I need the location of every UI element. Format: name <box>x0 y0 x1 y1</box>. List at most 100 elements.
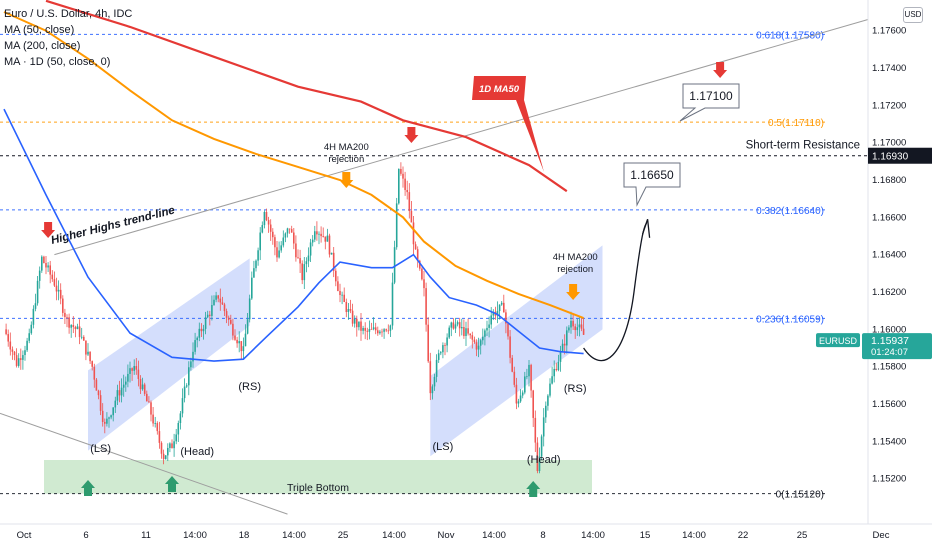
pattern-label: (Head) <box>527 454 561 466</box>
candle-body <box>513 371 516 385</box>
candle-body <box>572 320 574 327</box>
x-tick-label: 14:00 <box>382 530 406 541</box>
candle-body <box>143 384 146 394</box>
candle-body <box>97 390 100 396</box>
candle-body <box>282 237 285 246</box>
candle-body <box>68 317 70 328</box>
candle-body <box>28 333 30 341</box>
candle-body <box>211 305 213 316</box>
candle-body <box>486 327 488 331</box>
candle-body <box>530 364 532 391</box>
candle-body <box>293 232 295 244</box>
candle-body <box>372 327 375 330</box>
candle-body <box>563 343 566 346</box>
symbol-title[interactable]: Euro / U.S. Dollar, 4h, IDC <box>4 8 133 20</box>
candle-body <box>175 434 177 442</box>
pattern-label: (LS) <box>433 441 454 453</box>
candle-body <box>11 349 14 352</box>
candle-body <box>286 228 289 234</box>
ma50-1d-tag-text: 1D MA50 <box>479 84 520 95</box>
x-tick-label: 14:00 <box>581 530 605 541</box>
candle-body <box>492 311 495 316</box>
legend-ma200[interactable]: MA (200, close) <box>4 40 81 52</box>
candle-body <box>269 224 272 232</box>
ma50-1d-line <box>45 0 568 193</box>
candle-body <box>114 400 117 408</box>
candle-body <box>234 335 236 340</box>
candle-body <box>465 328 467 337</box>
candle-body <box>379 331 381 334</box>
candle-body <box>398 168 400 204</box>
candle-body <box>364 327 366 331</box>
candle-body <box>225 311 228 318</box>
candle-body <box>198 328 201 338</box>
support-zone <box>44 460 592 494</box>
pattern-label: (Head) <box>180 446 214 458</box>
candle-body <box>406 190 408 193</box>
fib-label: 0.5(1.17110) <box>768 118 824 129</box>
candle-body <box>454 324 457 329</box>
candle-body <box>330 252 333 255</box>
candle-body <box>578 324 581 328</box>
candle-body <box>76 326 79 330</box>
candle-body <box>87 351 89 355</box>
candle-body <box>387 330 390 332</box>
candle-body <box>43 256 45 264</box>
candle-body <box>410 211 413 223</box>
candle-body <box>246 319 249 334</box>
candle-body <box>311 239 314 243</box>
candle-body <box>450 322 453 328</box>
candle-body <box>146 393 148 402</box>
candle-body <box>290 229 293 233</box>
candle-body <box>503 302 505 313</box>
candle-body <box>83 336 85 341</box>
candle-body <box>524 376 526 393</box>
candle-body <box>435 359 438 377</box>
candle-body <box>53 279 56 286</box>
pattern-label: (RS) <box>564 383 587 395</box>
candle-body <box>425 288 427 325</box>
candle-body <box>448 327 450 338</box>
candle-body <box>89 351 91 362</box>
candle-body <box>72 325 75 328</box>
x-tick-label: Dec <box>873 530 890 541</box>
candle-body <box>404 178 406 191</box>
candle-body <box>423 279 425 289</box>
candle-body <box>400 168 402 174</box>
legend-ma50-1d[interactable]: MA · 1D (50, close, 0) <box>4 56 111 68</box>
candle-body <box>488 324 490 328</box>
candle-body <box>51 274 54 280</box>
candle-body <box>553 368 555 377</box>
candle-body <box>257 250 259 261</box>
x-tick-label: 6 <box>83 530 88 541</box>
candle-body <box>479 340 482 346</box>
candle-body <box>316 231 318 235</box>
candle-body <box>148 401 150 403</box>
candle-body <box>288 228 291 230</box>
y-tick-label: 1.16800 <box>872 175 906 186</box>
candle-body <box>353 318 356 324</box>
candle-body <box>164 455 167 460</box>
candle-body <box>141 384 144 390</box>
candle-body <box>173 441 175 449</box>
candle-body <box>305 261 308 265</box>
candle-body <box>490 315 492 325</box>
candle-body <box>341 294 343 296</box>
candle-body <box>484 330 486 337</box>
candle-body <box>66 316 68 318</box>
candle-body <box>456 322 459 325</box>
candle-body <box>150 402 152 415</box>
candle-body <box>261 225 264 233</box>
candle-body <box>13 351 16 356</box>
currency-badge[interactable]: USD <box>903 7 923 23</box>
candle-body <box>154 423 156 424</box>
candle-body <box>297 257 299 259</box>
symbol-tag-text: EURUSD <box>819 336 858 346</box>
candle-body <box>427 324 429 362</box>
candle-body <box>561 343 564 351</box>
legend-ma50[interactable]: MA (50, close) <box>4 24 75 36</box>
candle-body <box>280 245 282 251</box>
candle-body <box>49 265 51 275</box>
